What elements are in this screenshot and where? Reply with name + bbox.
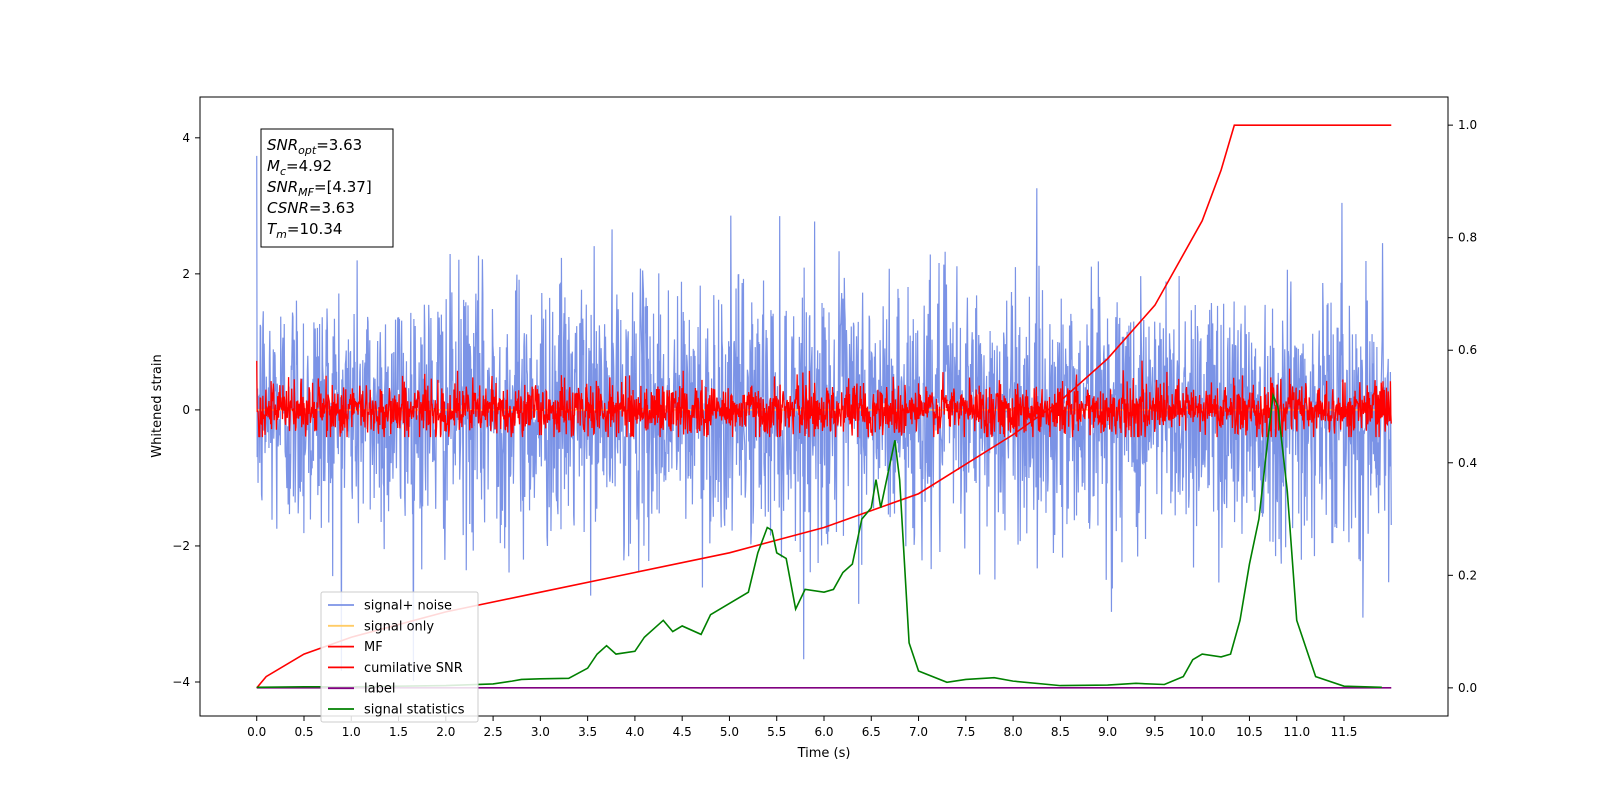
annotation-line: CSNR=3.63 (267, 199, 355, 217)
x-tick-label: 4.0 (625, 725, 644, 739)
y2-tick-label: 0.8 (1458, 231, 1477, 245)
x-tick-label: 9.5 (1145, 725, 1164, 739)
legend-entry: signal statistics (364, 703, 465, 718)
x-tick-label: 1.0 (342, 725, 361, 739)
legend-entry: signal+ noise (364, 599, 452, 614)
x-tick-label: 7.0 (909, 725, 928, 739)
x-tick-label: 11.0 (1283, 725, 1310, 739)
x-tick-label: 2.5 (484, 725, 503, 739)
series-line-signal-noise (256, 155, 1392, 681)
x-tick-label: 10.0 (1189, 725, 1216, 739)
x-tick-label: 1.5 (389, 725, 408, 739)
y-tick-label: 4 (182, 131, 190, 145)
y2-tick-label: 0.6 (1458, 343, 1477, 357)
x-tick-label: 10.5 (1236, 725, 1263, 739)
y2-tick-label: 0.2 (1458, 568, 1477, 582)
annotation-line: Mc=4.92 (267, 157, 332, 178)
x-tick-label: 0.5 (294, 725, 313, 739)
x-tick-label: 5.0 (720, 725, 739, 739)
legend-entry: cumilative SNR (364, 661, 463, 676)
x-tick-label: 5.5 (767, 725, 786, 739)
y2-tick-label: 0.4 (1458, 456, 1477, 470)
series-line-mf (256, 360, 1392, 438)
annotation-line: Tm=10.34 (267, 220, 342, 241)
x-tick-label: 8.0 (1004, 725, 1023, 739)
y-tick-label: −2 (172, 539, 190, 553)
y2-tick-label: 1.0 (1458, 118, 1477, 132)
x-axis-label: Time (s) (797, 746, 851, 761)
x-tick-label: 6.0 (814, 725, 833, 739)
x-tick-label: 6.5 (862, 725, 881, 739)
series-line-signal-statistics (256, 392, 1382, 689)
x-tick-label: 4.5 (673, 725, 692, 739)
y-axis-label: Whitened strain (150, 354, 165, 457)
x-tick-label: 0.0 (247, 725, 266, 739)
annotation-line: SNRopt=3.63 (267, 136, 362, 157)
legend: signal+ noise signal only MF cumilative SNR… (320, 591, 479, 723)
y-axis-left: −4 −2 0 2 4 (172, 131, 200, 689)
legend-entry: label (364, 682, 395, 697)
y-tick-label: 0 (182, 403, 190, 417)
x-tick-label: 2.0 (436, 725, 455, 739)
y-tick-label: −4 (172, 675, 190, 689)
x-tick-label: 3.5 (578, 725, 597, 739)
x-axis: 0.0 0.5 1.0 1.5 2.0 2.5 3.0 3.5 4.0 4.5 5.0 5.5 6.0 6… (247, 716, 1357, 739)
x-tick-label: 7.5 (956, 725, 975, 739)
x-tick-label: 11.5 (1331, 725, 1358, 739)
annotation-frame (260, 128, 394, 248)
y2-tick-label: 0.0 (1458, 681, 1477, 695)
legend-frame (320, 591, 479, 723)
annotation-line: SNRMF=[4.37] (267, 178, 372, 199)
x-tick-label: 8.5 (1051, 725, 1070, 739)
legend-entry: MF (364, 640, 383, 655)
legend-entry: signal only (364, 619, 434, 634)
x-tick-label: 3.0 (531, 725, 550, 739)
y-tick-label: 2 (182, 267, 190, 281)
x-tick-label: 9.0 (1098, 725, 1117, 739)
y-axis-right: 0.0 0.2 0.4 0.6 0.8 1.0 (1448, 118, 1477, 695)
